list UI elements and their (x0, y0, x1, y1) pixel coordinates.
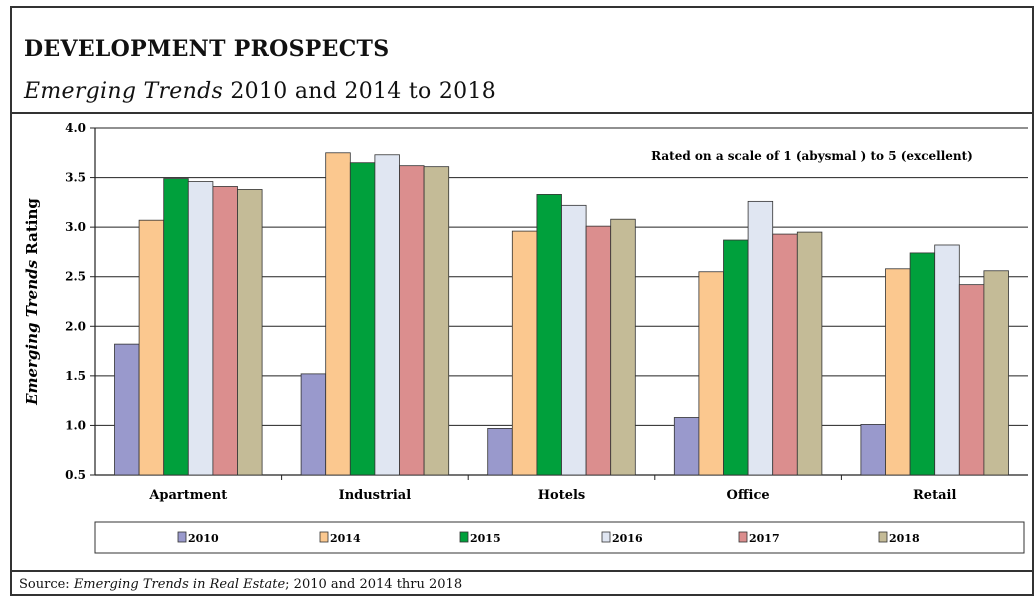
bar-2010-industrial (300, 373, 327, 476)
bar-2016-hotels (561, 204, 587, 476)
bar-2018-hotels (610, 218, 636, 476)
footer-divider (10, 570, 1034, 572)
bar-2018-industrial (423, 166, 450, 476)
subtitle-italic: Emerging Trends (24, 79, 224, 104)
bar-2010-hotels (487, 428, 513, 476)
bar-2014-retail (885, 268, 911, 476)
bar-2014-apartment (138, 219, 165, 476)
source-note: Source: Emerging Trends in Real Estate; … (19, 577, 462, 592)
y-tick-label: 3.5 (65, 171, 86, 185)
bar-2016-retail (934, 244, 960, 476)
chart-frame (10, 6, 1034, 596)
y-axis-title-italic: Emerging Trends (23, 259, 41, 405)
bar-2015-industrial (349, 162, 376, 476)
legend-swatch-2015 (459, 531, 469, 543)
y-tick-label: 2.5 (65, 270, 86, 284)
bar-2016-industrial (374, 154, 400, 476)
rating-scale-note: Rated on a scale of 1 (abysmal ) to 5 (e… (651, 149, 973, 163)
bar-2017-retail (958, 284, 985, 476)
legend-label-2015: 2015 (470, 532, 501, 545)
bar-2014-industrial (325, 152, 351, 476)
source-rest: ; 2010 and 2014 thru 2018 (285, 577, 463, 592)
y-tick-label: 1.5 (65, 369, 86, 383)
y-tick-label: 2.0 (65, 319, 86, 333)
header-divider (10, 112, 1034, 114)
bar-2017-industrial (399, 165, 425, 476)
bar-2018-office (796, 231, 823, 476)
x-category-label: Industrial (339, 488, 412, 503)
bar-2017-office (772, 233, 798, 476)
x-category-label: Retail (913, 488, 956, 503)
legend-label-2017: 2017 (749, 532, 780, 545)
bar-2015-apartment (163, 178, 189, 476)
y-tick-label: 4.0 (65, 121, 86, 135)
legend-swatch-2010 (177, 531, 187, 543)
y-tick-label: 3.0 (65, 220, 86, 234)
y-tick-label: 0.5 (65, 468, 86, 482)
legend-label-2010: 2010 (188, 532, 219, 545)
legend-label-2018: 2018 (889, 532, 920, 545)
legend-swatch-2016 (601, 531, 611, 543)
bar-2015-office (723, 239, 749, 476)
bar-2015-retail (909, 252, 936, 476)
bar-2015-hotels (536, 194, 562, 476)
chart-title: DEVELOPMENT PROSPECTS (24, 36, 390, 62)
subtitle-rest: 2010 and 2014 to 2018 (223, 79, 497, 104)
bar-2016-apartment (187, 181, 214, 476)
bar-2014-hotels (511, 230, 538, 476)
bar-2010-apartment (114, 343, 140, 476)
legend-swatch-2017 (738, 531, 748, 543)
bar-2018-retail (983, 270, 1009, 476)
y-axis-title-rest: Rating (23, 198, 41, 260)
y-axis-title: Emerging Trends Rating (23, 198, 41, 406)
x-category-label: Office (727, 488, 770, 503)
legend-label-2016: 2016 (612, 532, 643, 545)
bar-2014-office (698, 271, 724, 476)
legend-swatch-2014 (319, 531, 329, 543)
x-category-label: Apartment (148, 488, 227, 503)
x-category-label: Hotels (538, 488, 586, 503)
bar-2017-apartment (212, 186, 238, 476)
legend-box (94, 521, 1025, 554)
bar-2010-office (673, 417, 700, 476)
bar-2018-apartment (237, 189, 263, 476)
source-prefix: Source: (19, 577, 74, 592)
bar-2017-hotels (585, 225, 612, 476)
source-italic: Emerging Trends in Real Estate (73, 577, 286, 592)
chart-subtitle: Emerging Trends 2010 and 2014 to 2018 (24, 79, 496, 104)
y-tick-label: 1.0 (65, 418, 86, 432)
bar-2010-retail (860, 424, 886, 476)
legend-swatch-2018 (878, 531, 888, 543)
legend-label-2014: 2014 (330, 532, 361, 545)
bar-2016-office (747, 200, 774, 476)
